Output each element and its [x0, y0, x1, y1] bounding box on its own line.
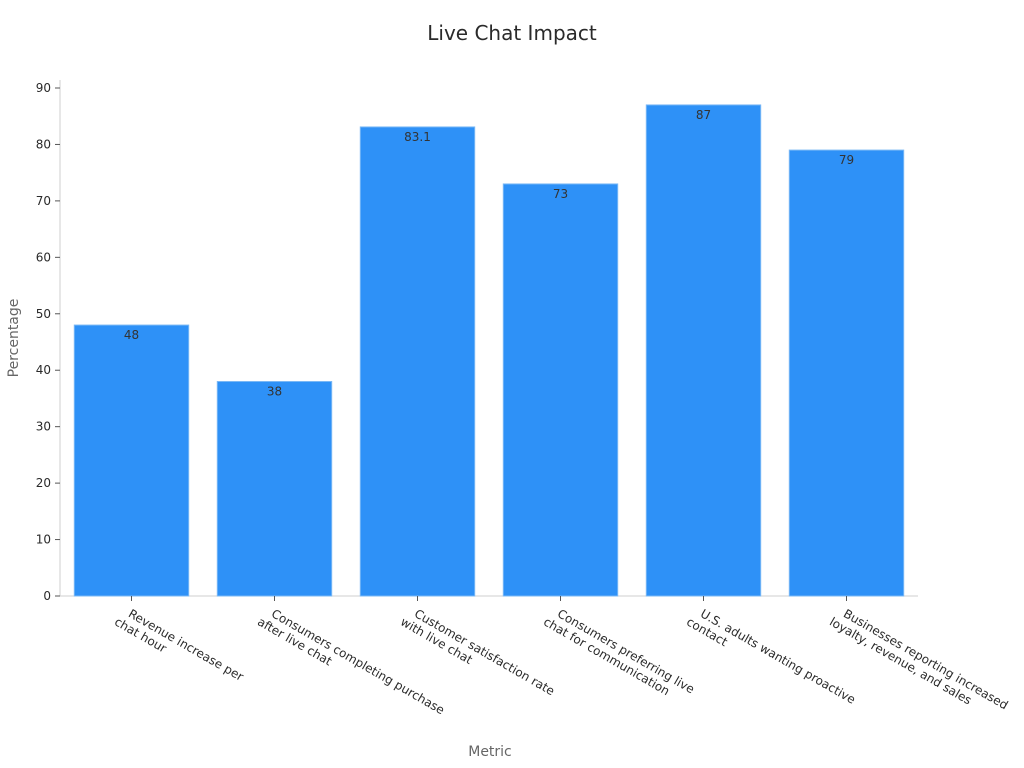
bar — [788, 149, 905, 597]
x-tick-label-line: Consumers preferring live — [555, 606, 697, 696]
y-tick-label: 90 — [36, 81, 51, 95]
bar — [645, 104, 762, 597]
bar — [73, 324, 190, 597]
bar — [502, 183, 619, 597]
bar-value-label: 38 — [267, 385, 282, 399]
bar — [359, 126, 476, 597]
y-tick-label: 10 — [36, 533, 51, 547]
bar-value-label: 87 — [696, 108, 711, 122]
y-tick-label: 30 — [36, 420, 51, 434]
x-axis-label: Metric — [468, 744, 512, 760]
y-tick-label: 20 — [36, 476, 51, 490]
bar-value-label: 83.1 — [404, 130, 431, 144]
bar-value-label: 79 — [839, 153, 854, 167]
y-tick-label: 40 — [36, 363, 51, 377]
y-tick-label: 50 — [36, 307, 51, 321]
bar-value-label: 48 — [124, 328, 139, 342]
y-tick-label: 60 — [36, 250, 51, 264]
chart-title: Live Chat Impact — [427, 21, 597, 45]
y-axis-ticks: 0 10 20 30 40 50 60 70 80 90 — [36, 81, 60, 603]
x-tick-label-line: Customer satisfaction rate — [412, 606, 557, 698]
bar — [216, 381, 333, 597]
data-labels-group: 48 38 83.1 73 87 79 — [124, 108, 854, 399]
x-tick-label-line: Businesses reporting increased — [841, 606, 1010, 712]
bar-value-label: 73 — [553, 187, 568, 201]
y-axis-label: Percentage — [6, 299, 22, 378]
y-tick-label: 0 — [43, 589, 51, 603]
x-tick-label-line: chat for communication — [541, 615, 672, 699]
bars-group — [73, 104, 905, 597]
y-tick-label: 70 — [36, 194, 51, 208]
y-tick-label: 80 — [36, 137, 51, 151]
